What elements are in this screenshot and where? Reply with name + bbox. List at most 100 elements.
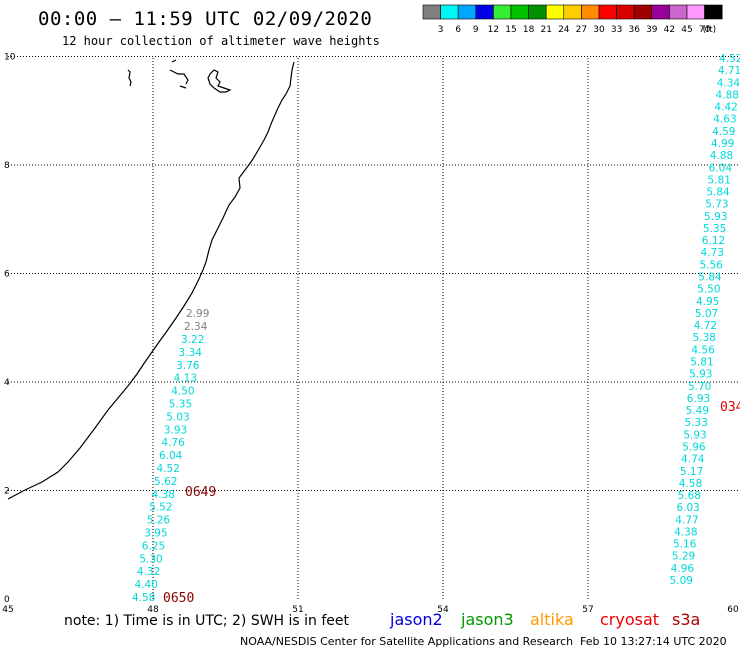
legend-swatch: [475, 4, 494, 20]
wave-height-label: 4.73: [701, 247, 724, 259]
legend-label: 18: [523, 25, 535, 35]
legend-swatch: [510, 4, 529, 20]
wave-height-label: 6.03: [676, 502, 699, 514]
legend-label: 30: [593, 25, 605, 35]
wave-height-label: 4.74: [681, 454, 705, 466]
track-right: 4.524.714.344.884.424.634.594.994.886.04…: [670, 53, 740, 587]
wave-height-label: 4.58: [132, 592, 155, 604]
y-tick-label: 10: [4, 53, 16, 63]
wave-height-label: 5.93: [689, 369, 712, 381]
wave-height-label: 4.40: [134, 579, 157, 591]
wave-height-label: 6.04: [159, 450, 183, 462]
wave-height-label: 5.38: [693, 332, 716, 344]
legend-swatch: [422, 4, 441, 20]
satellite-label: cryosat: [600, 610, 659, 629]
wave-height-label: 4.34: [717, 77, 740, 89]
wave-height-label: 5.03: [166, 411, 189, 423]
legend-label: 39: [646, 25, 658, 35]
wave-height-label: 5.35: [703, 223, 726, 235]
wave-height-label: 4.71: [718, 65, 740, 77]
coastline-main: [7, 61, 295, 500]
wave-height-label: 5.50: [697, 284, 720, 296]
legend-swatch: [493, 4, 512, 20]
wave-height-label: 5.93: [704, 211, 727, 223]
legend-label: 42: [664, 25, 675, 35]
legend-label: 3: [438, 25, 444, 35]
legend-swatch: [598, 4, 617, 20]
y-tick-label: 4: [4, 378, 10, 388]
wave-height-label: 5.33: [685, 417, 708, 429]
wave-height-label: 5.84: [706, 187, 730, 199]
y-tick-label: 6: [4, 270, 10, 280]
legend-swatch: [440, 4, 459, 20]
x-tick-label: 48: [147, 605, 159, 615]
legend-label: 27: [576, 25, 587, 35]
wave-height-label: 5.81: [708, 174, 731, 186]
wave-height-label: 4.56: [691, 344, 715, 356]
wave-height-label: 6.93: [687, 393, 710, 405]
wave-height-label: 5.52: [149, 502, 172, 514]
wave-height-label: 4.88: [710, 150, 733, 162]
wave-height-label: 4.77: [675, 514, 698, 526]
satellite-legend: jason2 jason3 altika cryosat s3a: [389, 610, 700, 629]
wave-height-label: 4.32: [137, 566, 160, 578]
legend-swatch: [545, 4, 565, 20]
legend-swatch: [669, 4, 688, 20]
wave-height-label: 4.58: [679, 478, 702, 490]
wave-height-label: 4.38: [674, 526, 697, 538]
legend-label: 24: [558, 25, 570, 35]
x-tick-label: 54: [437, 605, 449, 615]
wave-height-label: 4.88: [716, 89, 739, 101]
wave-height-label: 4.95: [696, 296, 719, 308]
wave-height-label: 5.56: [699, 259, 723, 271]
legend-swatch: [563, 4, 582, 20]
legend-label: 9: [473, 25, 479, 35]
wave-height-label: 4.50: [171, 386, 194, 398]
wave-height-label: 5.93: [683, 429, 706, 441]
footer-timestamp: Feb 10 13:27:14 UTC 2020: [580, 635, 727, 648]
wave-height-label: 4.76: [161, 437, 185, 449]
legend-label: 70: [699, 25, 711, 35]
wave-height-label: 4.42: [714, 102, 737, 114]
legend-label: 15: [505, 25, 516, 35]
wave-height-legend: 3 6 9 12 15 18 21 24 27 30 33 36 39 42 45 70(ft): [422, 4, 723, 35]
legend-swatch: [651, 4, 670, 20]
x-tick-label: 60: [727, 605, 739, 615]
wave-height-label: 4.38: [152, 489, 175, 501]
legend-swatch: [616, 4, 635, 20]
pass-time-label: 0649: [185, 485, 216, 500]
wave-height-label: 5.96: [682, 441, 706, 453]
wave-height-label: 5.70: [688, 381, 711, 393]
wave-height-label: 5.62: [154, 476, 177, 488]
wave-height-label: 5.30: [139, 553, 162, 565]
wave-height-label: 2.99: [186, 308, 209, 320]
legend-swatch: [633, 4, 653, 20]
pass-time-label: 0650: [163, 591, 194, 606]
island-2: [169, 59, 189, 89]
legend-swatch: [528, 4, 547, 20]
wave-height-label: 3.93: [164, 424, 187, 436]
wave-height-label: 3.76: [176, 360, 200, 372]
x-tick-label: 45: [2, 605, 13, 615]
wave-height-label: 4.52: [157, 463, 180, 475]
wave-height-label: 5.26: [147, 515, 171, 527]
pass-time-labels: 0649 0650 034: [163, 400, 740, 606]
legend-swatch: [686, 4, 705, 20]
wave-height-label: 5.84: [698, 272, 722, 284]
island-1: [127, 69, 132, 87]
wave-height-label: 5.09: [670, 575, 693, 587]
wave-height-label: 5.07: [695, 308, 718, 320]
wave-height-label: 4.63: [713, 114, 736, 126]
wave-height-label: 5.16: [673, 539, 697, 551]
wave-height-label: 5.17: [680, 466, 703, 478]
footer-note: note: 1) Time is in UTC; 2) SWH is in fe…: [64, 613, 350, 629]
pass-time-label: 034: [720, 400, 740, 415]
legend-label: 6: [455, 25, 461, 35]
page-subtitle: 12 hour collection of altimeter wave hei…: [62, 34, 380, 48]
y-tick-label: 0: [4, 595, 10, 605]
satellite-label: jason2: [389, 610, 443, 629]
wave-height-label: 5.73: [705, 199, 728, 211]
wave-height-label: 4.13: [174, 373, 197, 385]
track-left: 2.992.343.223.343.764.134.505.355.033.93…: [132, 308, 209, 604]
